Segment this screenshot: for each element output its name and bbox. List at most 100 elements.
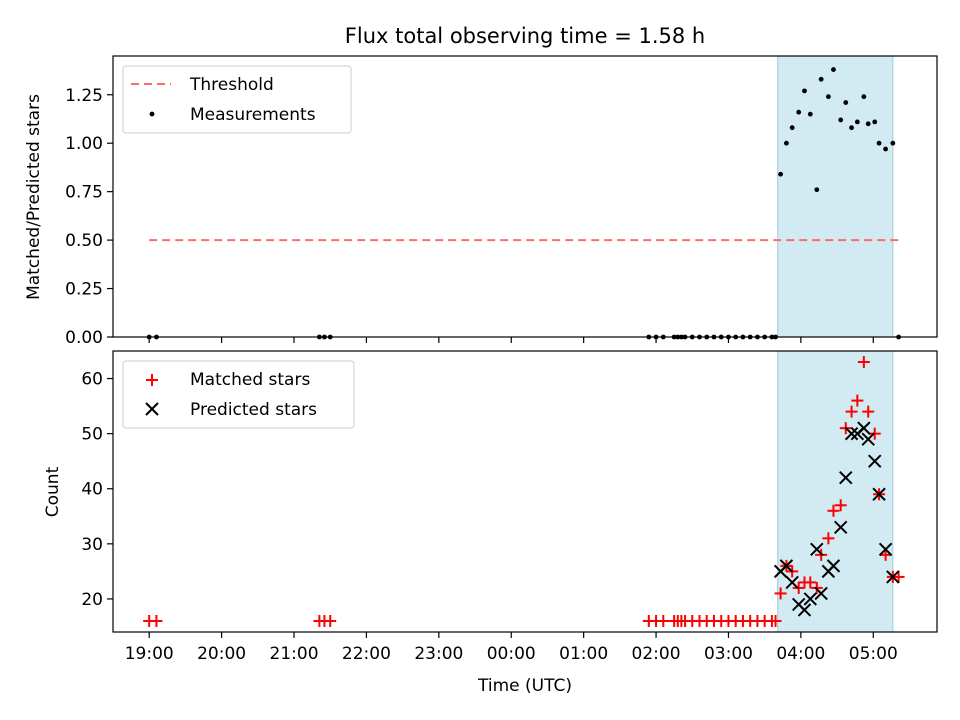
predicted-star-point <box>814 586 828 601</box>
top-y-axis-label: Matched/Predicted stars <box>24 94 44 300</box>
matched-star-point <box>845 405 858 418</box>
y-tick-label: 50 <box>81 425 103 445</box>
predicted-star-point <box>797 603 812 617</box>
y-tick-label: 0.25 <box>65 280 103 300</box>
matched-star-point <box>822 532 835 545</box>
predicted-star-point <box>810 542 824 557</box>
matched-star-point <box>862 405 875 418</box>
measurement-point <box>818 76 824 82</box>
top-axes-frame <box>112 55 938 338</box>
measurement-point <box>854 119 860 125</box>
y-tick-label: 40 <box>81 480 103 500</box>
bottom-axes-frame <box>112 350 938 633</box>
predicted-star-point <box>844 426 859 441</box>
measurement-point <box>861 94 867 100</box>
matched-star-point <box>851 394 864 407</box>
matched-star-point <box>834 499 847 512</box>
measurement-point <box>890 140 896 146</box>
predicted-star-point <box>785 575 799 590</box>
predicted-star-point <box>861 432 875 446</box>
matched-star-point <box>879 548 892 561</box>
x-axis-label: Time (UTC) <box>477 676 572 696</box>
legend-matched-swatch <box>146 374 158 386</box>
top-y-axis-ticks: 0.00 0.25 0.50 0.75 1.00 1.25 <box>65 86 113 348</box>
measurement-point <box>825 94 831 100</box>
x-tick-label: 05:00 <box>849 644 898 664</box>
predicted-star-point <box>868 454 882 468</box>
x-tick-label: 02:00 <box>632 644 681 664</box>
top-x-axis-ticks <box>148 337 874 343</box>
matched-star-point <box>657 614 670 627</box>
bottom-legend: Matched stars Predicted stars <box>122 360 355 429</box>
legend-predicted-swatch <box>145 402 159 416</box>
x-tick-label: 22:00 <box>342 644 391 664</box>
y-tick-label: 0.50 <box>65 231 103 251</box>
x-tick-label: 23:00 <box>414 644 463 664</box>
matched-star-point <box>804 576 817 589</box>
matched-star-point <box>774 587 787 600</box>
predicted-star-point <box>779 559 794 573</box>
y-tick-label: 0.00 <box>65 328 103 348</box>
matched-star-point <box>324 614 337 627</box>
legend-measurements-label: Measurements <box>190 105 316 125</box>
predicted-star-point <box>803 592 817 606</box>
measurement-point <box>796 109 802 115</box>
y-tick-label: 1.25 <box>65 86 103 106</box>
measurement-point <box>876 140 882 146</box>
legend-matched-label: Matched stars <box>190 370 310 390</box>
x-tick-label: 03:00 <box>704 644 753 664</box>
predicted-star-point <box>857 421 871 435</box>
x-tick-label: 04:00 <box>776 644 825 664</box>
top-observing-window <box>777 55 894 338</box>
matched-star-point <box>792 581 805 594</box>
measurement-point <box>865 121 871 127</box>
predicted-star-point <box>886 570 900 584</box>
measurement-point <box>802 88 807 94</box>
measurement-point <box>872 119 878 125</box>
y-tick-label: 1.00 <box>65 134 103 154</box>
x-tick-label: 19:00 <box>125 644 174 664</box>
measurement-point <box>883 146 888 152</box>
predicted-star-point <box>872 487 886 501</box>
predicted-star-point <box>826 559 841 573</box>
y-tick-label: 20 <box>81 590 103 610</box>
measurement-point <box>831 67 836 72</box>
x-tick-label: 01:00 <box>559 644 608 664</box>
matched-star-point <box>769 614 782 627</box>
legend-threshold-label: Threshold <box>189 75 274 95</box>
matched-star-point <box>827 504 840 517</box>
matched-star-point <box>892 570 905 583</box>
bottom-y-axis-ticks: 20 30 40 50 60 <box>81 370 113 610</box>
measurement-point <box>778 171 783 177</box>
top-legend-box <box>122 65 352 134</box>
matched-star-point <box>150 614 163 627</box>
matched-star-point <box>857 356 870 369</box>
predicted-star-point <box>839 471 853 485</box>
top-legend: Threshold Measurements <box>122 65 352 134</box>
bottom-panel: 20 30 40 50 60 19:00 20:00 21:00 22:00 23:00 00:0… <box>43 350 938 664</box>
y-tick-label: 60 <box>81 370 103 390</box>
x-tick-label: 00:00 <box>487 644 536 664</box>
predicted-stars-series <box>773 421 900 617</box>
measurement-point <box>849 125 854 131</box>
measurement-point <box>843 100 849 105</box>
matched-star-point <box>868 427 881 440</box>
predicted-star-point <box>878 542 893 557</box>
measurement-point <box>814 187 820 193</box>
measurement-point <box>807 111 813 117</box>
bottom-legend-box <box>122 360 355 429</box>
chart-title: Flux total observing time = 1.58 h <box>345 24 705 48</box>
y-tick-label: 30 <box>81 535 103 555</box>
measurement-point <box>783 140 789 146</box>
y-tick-label: 0.75 <box>65 183 103 203</box>
measurement-point <box>789 125 795 131</box>
measurement-point <box>838 117 844 123</box>
top-panel: 0.00 0.25 0.50 0.75 1.00 1.25 Matched/Predict… <box>24 55 938 348</box>
bottom-x-axis-ticks: 19:00 20:00 21:00 22:00 23:00 00:00 01:00 02:00… <box>125 632 898 664</box>
predicted-star-point <box>833 520 848 535</box>
bottom-observing-window <box>777 350 894 633</box>
x-tick-label: 20:00 <box>197 644 246 664</box>
bottom-y-axis-label: Count <box>43 466 63 517</box>
matched-stars-series <box>143 356 905 627</box>
